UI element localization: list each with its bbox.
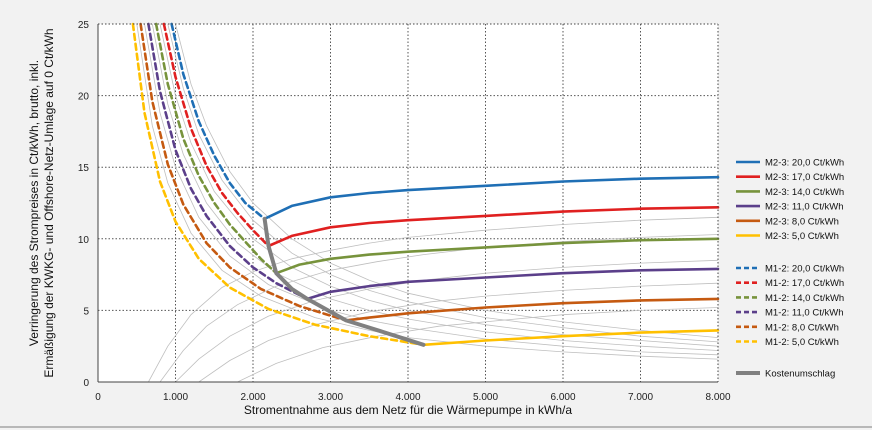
background-curve-9 bbox=[198, 282, 719, 383]
series-line-9 bbox=[147, 22, 309, 301]
legend-label-6: M1-2: 20,0 Ct/kWh bbox=[765, 264, 844, 275]
y-tick-label-2: 10 bbox=[78, 235, 90, 246]
series-line-11 bbox=[131, 22, 425, 347]
x-tick-label-8: 8.000 bbox=[705, 392, 730, 403]
legend-label-1: M2-3: 17,0 Ct/kWh bbox=[765, 172, 844, 183]
series-line-2 bbox=[275, 237, 720, 275]
series-line-3 bbox=[306, 267, 720, 301]
series-line-5 bbox=[422, 329, 720, 347]
x-axis-title: Stromentnahme aus dem Netz für die Wärme… bbox=[244, 403, 572, 417]
y-tick-label-0: 0 bbox=[83, 378, 89, 389]
series-line-1 bbox=[267, 206, 720, 248]
background-curve-3 bbox=[151, 23, 719, 351]
x-tick-label-5: 5.000 bbox=[473, 392, 498, 403]
legend: M2-3: 20,0 Ct/kWh M2-3: 17,0 Ct/kWh M2-3: … bbox=[736, 158, 844, 380]
background-curve-1 bbox=[167, 23, 719, 343]
legend-label-0: M2-3: 20,0 Ct/kWh bbox=[765, 158, 844, 169]
background-curve-7 bbox=[159, 234, 719, 383]
series-line-10 bbox=[139, 22, 348, 322]
legend-label-8: M1-2: 14,0 Ct/kWh bbox=[765, 293, 844, 304]
x-tick-label-7: 7.000 bbox=[628, 392, 653, 403]
background-curve-5 bbox=[136, 23, 719, 360]
x-tick-label-0: 0 bbox=[95, 392, 101, 403]
y-tick-labels: 0 5 10 15 20 25 bbox=[78, 20, 90, 389]
x-tick-labels: 0 1.000 2.000 3.000 4.000 5.000 6.000 7.000 8.00… bbox=[95, 392, 731, 403]
x-tick-label-2: 2.000 bbox=[240, 392, 265, 403]
series-line-4 bbox=[344, 297, 720, 322]
y-axis-title-line-2: Ermäßigung der KWKG- und Offshore-Netz-U… bbox=[42, 28, 56, 377]
series-line-8 bbox=[154, 22, 278, 275]
y-axis-title: Verringerung des Strompreises in Ct/kWh,… bbox=[27, 28, 56, 377]
legend-label-9: M1-2: 11,0 Ct/kWh bbox=[765, 308, 844, 319]
axis-frame bbox=[97, 23, 719, 383]
legend-label-5: M2-3: 5,0 Ct/kWh bbox=[765, 231, 839, 242]
series-line-0 bbox=[263, 175, 720, 221]
legend-label-2: M2-3: 14,0 Ct/kWh bbox=[765, 187, 844, 198]
legend-label-7: M1-2: 17,0 Ct/kWh bbox=[765, 278, 844, 289]
y-tick-label-3: 15 bbox=[78, 163, 90, 174]
y-tick-label-1: 5 bbox=[83, 306, 89, 317]
series-line-6 bbox=[170, 22, 266, 221]
legend-label-12: Kostenumschlag bbox=[765, 369, 835, 380]
y-tick-label-5: 25 bbox=[78, 20, 90, 31]
background-curve-0 bbox=[175, 23, 719, 338]
series-layer bbox=[131, 22, 720, 347]
background-curve-8 bbox=[175, 259, 719, 383]
legend-label-11: M1-2: 5,0 Ct/kWh bbox=[765, 337, 839, 348]
background-curves bbox=[136, 23, 719, 383]
y-tick-label-4: 20 bbox=[78, 92, 90, 103]
background-curve-10 bbox=[237, 307, 719, 383]
y-axis-title-line-1: Verringerung des Strompreises in Ct/kWh,… bbox=[27, 60, 41, 346]
x-tick-label-4: 4.000 bbox=[395, 392, 420, 403]
series-line-7 bbox=[162, 22, 270, 248]
legend-label-4: M2-3: 8,0 Ct/kWh bbox=[765, 216, 839, 227]
background-curve-6 bbox=[148, 216, 719, 383]
x-tick-label-3: 3.000 bbox=[318, 392, 343, 403]
x-tick-label-6: 6.000 bbox=[550, 392, 575, 403]
legend-label-10: M1-2: 8,0 Ct/kWh bbox=[765, 322, 839, 333]
x-tick-label-1: 1.000 bbox=[163, 392, 188, 403]
series-line-12 bbox=[262, 216, 426, 347]
legend-label-3: M2-3: 11,0 Ct/kWh bbox=[765, 202, 844, 213]
background-curve-2 bbox=[159, 23, 719, 347]
